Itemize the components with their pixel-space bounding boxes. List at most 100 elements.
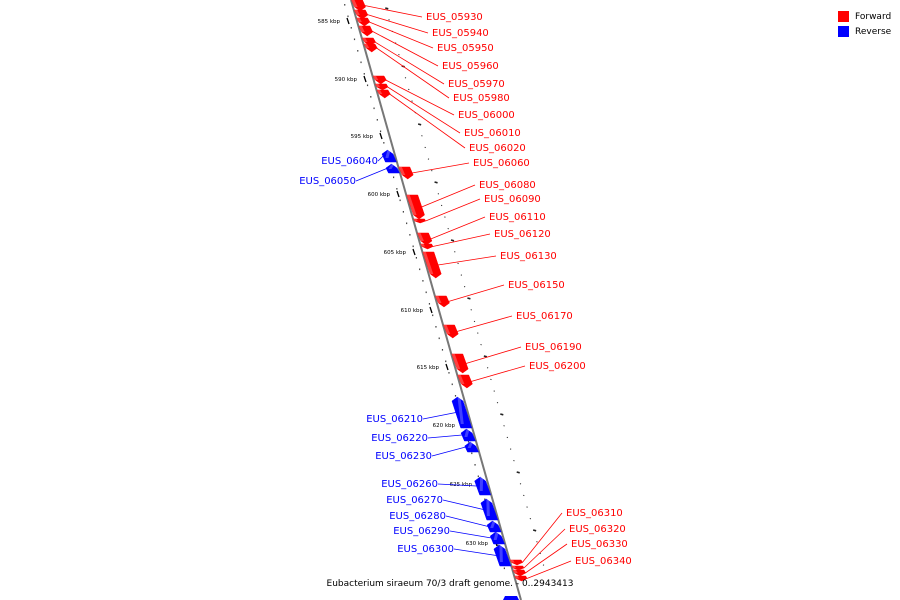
gene-EUS_06270[interactable] [480,498,499,521]
gene-leader-line [456,315,513,332]
scale-minor-tick [542,564,545,566]
scale-minor-tick [532,529,537,532]
gene-label[interactable]: EUS_06260 [381,479,438,490]
gene-shading [451,354,461,369]
legend: Forward Reverse [838,9,891,39]
scale-tick-label: 595 kbp [351,134,374,140]
gene-label[interactable]: EUS_06150 [508,280,565,291]
gene-label[interactable]: EUS_06210 [366,414,423,425]
gene-EUS_06120[interactable] [420,243,434,250]
gene-label[interactable]: EUS_06080 [479,180,536,191]
gene-EUS_06220[interactable] [460,428,476,442]
gene-EUS_06320[interactable] [511,565,525,571]
gene-EUS_06340[interactable] [514,575,528,582]
gene-leader-line [431,446,466,457]
gene-label[interactable]: EUS_05950 [437,43,494,54]
gene-label[interactable]: EUS_05970 [448,79,505,90]
gene-EUS_05980[interactable] [363,43,378,53]
gene-label[interactable]: EUS_05980 [453,93,510,104]
gene-EUS_06230[interactable] [464,441,479,453]
gene-shading [406,195,417,215]
gene-label[interactable]: EUS_06010 [464,128,521,139]
gene-label[interactable]: EUS_06270 [386,495,443,506]
gene-EUS_06000[interactable] [372,75,387,85]
scale-tick [445,363,449,371]
gene-label[interactable]: EUS_06130 [500,251,557,262]
gene-EUS_05950[interactable] [356,17,371,27]
scale-tick-label: 605 kbp [384,250,407,256]
gene-EUS_06330[interactable] [512,569,527,577]
gene-shading [413,219,418,221]
scale-minor-tick [432,314,434,317]
gene-EUS_06210[interactable] [451,396,473,429]
scale-minor-tick [486,367,489,369]
gene-EUS_06130[interactable] [422,251,442,279]
gene-label[interactable]: EUS_06020 [469,143,526,154]
scale-minor-tick [438,337,440,340]
gene-EUS_06010[interactable] [374,83,389,91]
gene-label[interactable]: EUS_06040 [321,156,378,167]
scale-minor-tick [388,19,390,21]
gene-EUS_06170[interactable] [443,324,459,339]
gene-EUS_06020[interactable] [376,89,391,99]
gene-leader-line [432,233,491,247]
gene-label[interactable]: EUS_06220 [371,433,428,444]
scale-minor-tick [415,257,418,259]
gene-label[interactable]: EUS_06060 [473,158,530,169]
gene-label[interactable]: EUS_06290 [393,526,450,537]
gene-EUS_06150[interactable] [434,295,450,308]
legend-forward: Forward [838,9,891,24]
gene-leader-line [377,155,384,162]
gene-EUS_06300[interactable] [493,544,512,567]
gene-shading [388,164,395,169]
gene-leader-line [453,548,497,556]
gene-label[interactable]: EUS_06300 [397,544,454,555]
gene-label[interactable]: EUS_06190 [525,342,582,353]
gene-label[interactable]: EUS_06110 [489,212,546,223]
gene-label[interactable]: EUS_05960 [442,61,499,72]
gene-label[interactable]: EUS_06320 [569,524,626,535]
scale-minor-tick [513,459,515,462]
gene-leader-line [366,14,429,34]
scale-minor-tick [396,188,398,190]
gene-shading [373,76,379,80]
gene-label[interactable]: EUS_06310 [566,508,623,519]
scale-minor-tick [503,567,505,570]
gene-EUS_06110[interactable] [417,232,433,246]
scale-minor-tick [457,262,459,265]
gene-label[interactable]: EUS_06090 [484,194,541,205]
scale-minor-tick [529,517,532,520]
gene-EUS_06060[interactable] [398,166,414,180]
scale-minor-tick [445,360,447,363]
gene-EUS_06040[interactable] [381,149,397,163]
gene-EUS_06200[interactable] [457,374,473,389]
gene-label[interactable]: EUS_06170 [516,311,573,322]
scale-minor-tick [473,320,476,323]
gene-EUS_05960[interactable] [358,25,374,37]
gene-EUS_05930[interactable] [351,0,366,12]
gene-label[interactable]: EUS_06200 [529,361,586,372]
gene-label[interactable]: EUS_06000 [458,110,515,121]
gene-leader-line [376,47,450,99]
gene-EUS_05940[interactable] [353,9,369,20]
genome-caption: Eubacterium siraeum 70/3 draft genome. -… [326,579,574,589]
gene-EUS_06190[interactable] [451,353,469,374]
gene-label[interactable]: EUS_06280 [389,511,446,522]
gene-EUS_06260[interactable] [474,476,492,496]
gene-label[interactable]: EUS_06330 [571,539,628,550]
scale-minor-tick [385,7,389,10]
gene-shading [398,167,406,175]
scale-minor-tick [490,378,492,381]
gene-EUS_06050[interactable] [385,163,400,174]
gene-EUS_06080[interactable] [406,194,425,220]
gene-label[interactable]: EUS_06050 [299,176,356,187]
gene-label[interactable]: EUS_06120 [494,229,551,240]
gene-label[interactable]: EUS_06230 [375,451,432,462]
gene-EUS_06290[interactable] [489,531,505,545]
gene-label[interactable]: EUS_05940 [432,28,489,39]
gene-EUS_06090[interactable] [413,218,427,224]
gene-label[interactable]: EUS_06340 [575,556,632,567]
gene-label[interactable]: EUS_05930 [426,12,483,23]
scale-minor-tick [460,274,463,276]
gene-EUS_06310[interactable] [509,559,523,566]
